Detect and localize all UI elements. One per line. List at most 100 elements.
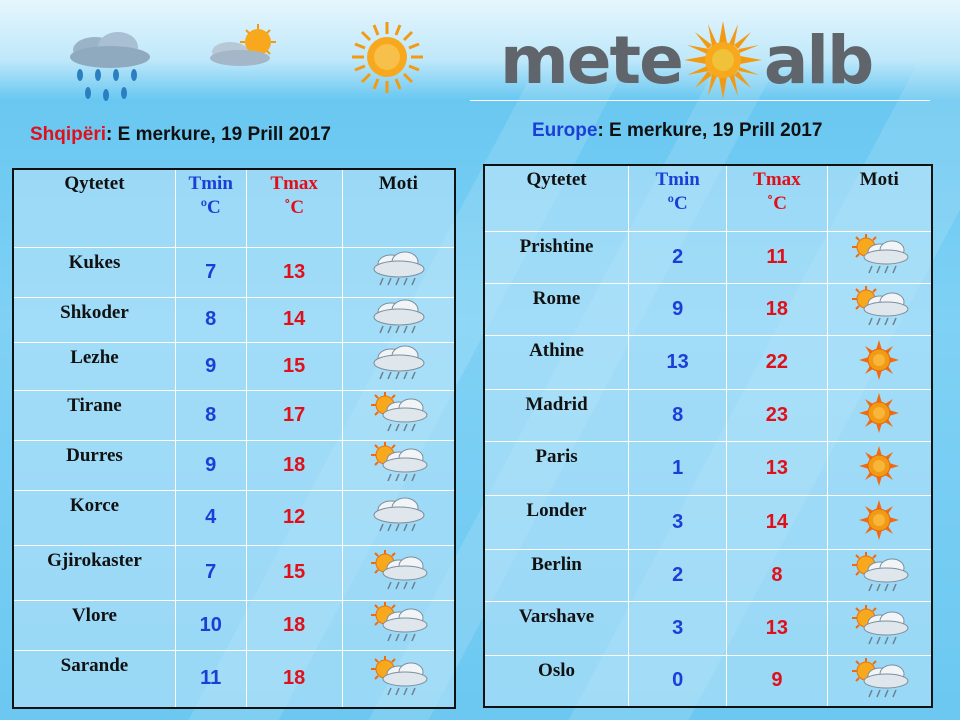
table-row: Sarande 11 18 <box>12 649 456 709</box>
city-cell: Athine <box>483 334 630 390</box>
sun-rain-cloud-icon <box>828 657 931 705</box>
tmin-cell: 9 <box>628 282 728 336</box>
moti-cell <box>826 654 933 708</box>
city-cell: Korce <box>12 489 176 546</box>
moti-cell <box>826 334 933 390</box>
divider <box>470 100 930 101</box>
tmin-cell: 8 <box>174 389 247 441</box>
city-cell: Gjirokaster <box>12 544 176 601</box>
tmin-cell: 2 <box>628 548 728 602</box>
city-cell: Rome <box>483 282 630 336</box>
sun-icon <box>828 340 931 384</box>
table-row: Berlin 2 8 <box>483 548 933 602</box>
logo-text-right: alb <box>763 21 874 99</box>
albania-weather-table: Qytetet Tmin ºC Tmax ˚C Moti Kukes 7 13 Shkod… <box>12 168 456 709</box>
sun-rain-cloud-icon <box>343 391 454 439</box>
tmax-cell: 18 <box>245 649 343 709</box>
city-cell: Lezhe <box>12 341 176 391</box>
tmax-cell: 14 <box>245 296 343 343</box>
moti-cell <box>341 544 456 601</box>
table-row: Lezhe 9 15 <box>12 341 456 391</box>
city-cell: Kukes <box>12 246 176 298</box>
rain-cloud-icon <box>343 496 454 540</box>
tmin-cell: 13 <box>628 334 728 390</box>
city-cell: Berlin <box>483 548 630 602</box>
region-label: Shqipëri <box>30 124 107 145</box>
moti-cell <box>341 341 456 391</box>
column-header-moti: Moti <box>826 164 933 232</box>
rain-cloud-icon <box>343 344 454 388</box>
moti-cell <box>341 649 456 709</box>
sun-icon <box>828 446 931 490</box>
moti-cell <box>341 599 456 651</box>
city-cell: Vlore <box>12 599 176 651</box>
rain-cloud-icon <box>70 32 150 101</box>
sun-rain-cloud-icon <box>828 551 931 599</box>
tmin-cell: 7 <box>174 246 247 298</box>
meteoalb-logo: mete alb <box>500 20 874 100</box>
tmin-cell: 0 <box>628 654 728 708</box>
date-label: : E merkure, 19 Prill 2017 <box>106 124 331 145</box>
tmin-cell: 2 <box>628 230 728 284</box>
city-cell: Prishtine <box>483 230 630 284</box>
tmax-unit: ˚C <box>284 197 305 218</box>
city-cell: Durres <box>12 439 176 491</box>
logo-text-left: mete <box>500 21 684 99</box>
tmax-cell: 11 <box>726 230 828 284</box>
tmax-label: Tmax <box>270 173 318 194</box>
moti-cell <box>826 494 933 550</box>
tmin-unit: ºC <box>667 193 688 214</box>
tmax-cell: 18 <box>245 599 343 651</box>
sun-icon <box>352 22 423 93</box>
city-cell: Shkoder <box>12 296 176 343</box>
rain-cloud-icon <box>343 298 454 342</box>
tmax-cell: 9 <box>726 654 828 708</box>
column-header-tmin: Tmin ºC <box>628 164 728 232</box>
tmin-cell: 8 <box>174 296 247 343</box>
tmax-cell: 23 <box>726 388 828 442</box>
moti-cell <box>826 230 933 284</box>
city-cell: Sarande <box>12 649 176 709</box>
tmax-unit: ˚C <box>766 193 787 214</box>
table-row: Shkoder 8 14 <box>12 296 456 343</box>
moti-cell <box>341 246 456 298</box>
sun-rain-cloud-icon <box>343 549 454 597</box>
tmax-cell: 12 <box>245 489 343 546</box>
tmin-label: Tmin <box>655 169 700 190</box>
region-label: Europe <box>532 120 598 141</box>
moti-cell <box>341 439 456 491</box>
tmin-cell: 8 <box>628 388 728 442</box>
table-row: Londer 3 14 <box>483 494 933 550</box>
sun-cloud-icon <box>210 24 276 66</box>
tmin-cell: 3 <box>628 600 728 656</box>
table-row: Rome 9 18 <box>483 282 933 336</box>
sun-rain-cloud-icon <box>828 604 931 652</box>
header-band <box>0 0 960 100</box>
moti-cell <box>341 489 456 546</box>
tmax-cell: 15 <box>245 544 343 601</box>
moti-cell <box>826 282 933 336</box>
table-row: Korce 4 12 <box>12 489 456 546</box>
tmin-cell: 9 <box>174 439 247 491</box>
tmax-cell: 18 <box>726 282 828 336</box>
tmin-cell: 10 <box>174 599 247 651</box>
column-header-tmax: Tmax ˚C <box>726 164 828 232</box>
moti-cell <box>826 600 933 656</box>
moti-cell <box>341 296 456 343</box>
tmax-cell: 13 <box>726 600 828 656</box>
column-header-tmin: Tmin ºC <box>174 168 247 248</box>
city-cell: Oslo <box>483 654 630 708</box>
sun-icon <box>828 393 931 437</box>
moti-cell <box>826 440 933 496</box>
table-header-row: Qytetet Tmin ºC Tmax ˚C Moti <box>483 164 933 232</box>
sun-rain-cloud-icon <box>343 441 454 489</box>
moti-cell <box>826 388 933 442</box>
date-label: : E merkure, 19 Prill 2017 <box>597 120 823 141</box>
moti-cell <box>341 389 456 441</box>
table-row: Tirane 8 17 <box>12 389 456 441</box>
sun-rain-cloud-icon <box>343 601 454 649</box>
table-row: Athine 13 22 <box>483 334 933 390</box>
tmax-label: Tmax <box>753 169 801 190</box>
table-row: Gjirokaster 7 15 <box>12 544 456 601</box>
albania-heading: Shqipëri: E merkure, 19 Prill 2017 <box>30 124 331 146</box>
